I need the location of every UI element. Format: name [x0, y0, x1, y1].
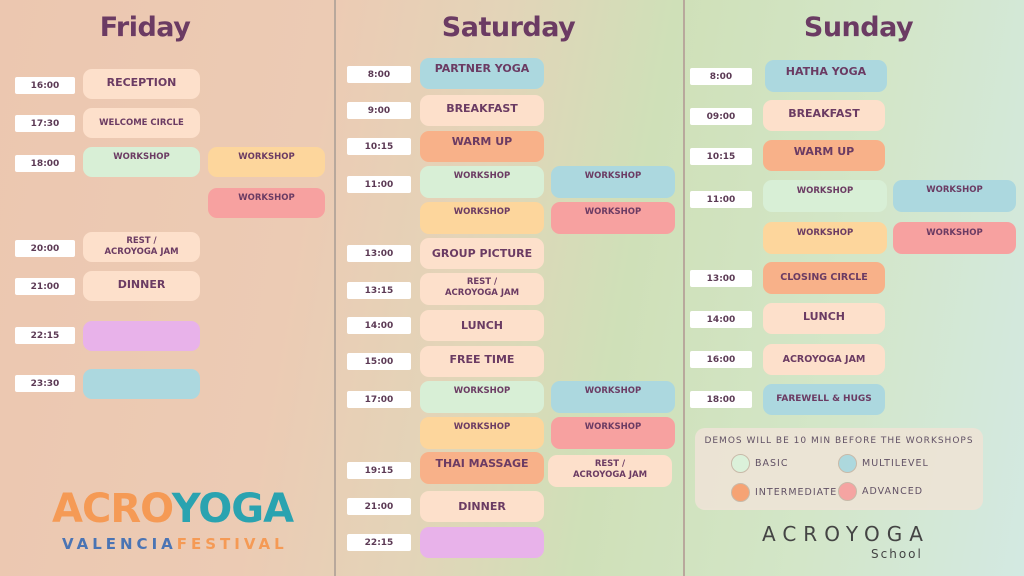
- event-thai-massage: THAI MASSAGE: [420, 452, 544, 484]
- event-workshop-basic: WORKSHOP: [763, 180, 887, 212]
- legend-basic: BASIC: [731, 454, 788, 473]
- event-breakfast: BREAKFAST: [420, 95, 544, 126]
- event-line: ACROYOGA JAM: [572, 470, 648, 480]
- event-workshop-advanced: WORKSHOP: [551, 417, 675, 449]
- time-label: 20:00: [15, 240, 75, 257]
- day-title-friday: Friday: [99, 12, 191, 43]
- event-workshop-advanced: WORKSHOP: [551, 202, 675, 234]
- event-lunch: LUNCH: [763, 303, 885, 334]
- legend-title: DEMOS WILL BE 10 MIN BEFORE THE WORKSHOP…: [704, 436, 974, 446]
- time-label: 13:00: [690, 270, 752, 287]
- time-label: 21:00: [347, 498, 411, 515]
- legend-advanced: ADVANCED: [838, 482, 923, 501]
- time-label: 22:15: [15, 327, 75, 344]
- time-label: 10:15: [690, 148, 752, 165]
- legend-label: MULTILEVEL: [862, 458, 929, 469]
- legend-label: BASIC: [755, 458, 789, 469]
- time-label: 09:00: [690, 108, 752, 125]
- event-free-time: FREE TIME: [420, 346, 544, 377]
- event-workshop-multilevel: WORKSHOP: [893, 180, 1016, 212]
- event-closing-circle: CLOSING CIRCLE: [763, 262, 885, 294]
- event-group-picture: GROUP PICTURE: [420, 238, 544, 269]
- time-label: 11:00: [347, 176, 411, 193]
- legend-label: INTERMEDIATE: [755, 487, 838, 498]
- event-hatha-yoga: HATHA YOGA: [765, 60, 887, 92]
- event-empty: [420, 527, 544, 558]
- event-warm-up: WARM UP: [420, 131, 544, 162]
- event-acroyoga-jam: ACROYOGA JAM: [763, 344, 885, 375]
- divider: [683, 0, 685, 576]
- event-workshop: WORKSHOP: [763, 222, 887, 254]
- time-label: 9:00: [347, 102, 411, 119]
- time-label: 14:00: [347, 317, 411, 334]
- event-line: ACROYOGA JAM: [104, 247, 179, 257]
- event-workshop-basic: WORKSHOP: [83, 147, 200, 177]
- legend-intermediate: INTERMEDIATE: [731, 483, 837, 502]
- event-farewell-hugs: FAREWELL & HUGS: [763, 384, 885, 415]
- time-label: 23:30: [15, 375, 75, 392]
- event-dinner: DINNER: [420, 491, 544, 522]
- day-title-saturday: Saturday: [441, 12, 576, 43]
- time-label: 22:15: [347, 534, 411, 551]
- time-label: 13:00: [347, 245, 411, 262]
- time-label: 8:00: [347, 66, 411, 83]
- time-label: 18:00: [690, 391, 752, 408]
- event-lunch: LUNCH: [420, 310, 544, 341]
- event-line: REST /: [594, 459, 626, 469]
- event-workshop-advanced: WORKSHOP: [893, 222, 1016, 254]
- event-line: REST /: [466, 277, 498, 287]
- event-rest-acroyoga-jam: REST / ACROYOGA JAM: [83, 232, 200, 262]
- event-line: REST /: [126, 236, 157, 246]
- event-rest-acroyoga-jam: REST / ACROYOGA JAM: [548, 455, 672, 487]
- time-label: 17:30: [15, 115, 75, 132]
- basic-dot-icon: [731, 454, 750, 473]
- event-empty: [83, 321, 200, 351]
- time-label: 14:00: [690, 311, 752, 328]
- time-label: 10:15: [347, 138, 411, 155]
- time-label: 16:00: [690, 351, 752, 368]
- event-workshop-basic: WORKSHOP: [420, 166, 544, 198]
- time-label: 19:15: [347, 462, 411, 479]
- day-title-sunday: Sunday: [803, 12, 914, 43]
- time-label: 11:00: [690, 191, 752, 208]
- legend: DEMOS WILL BE 10 MIN BEFORE THE WORKSHOP…: [695, 428, 983, 510]
- event-welcome-circle: WELCOME CIRCLE: [83, 108, 200, 138]
- intermediate-dot-icon: [731, 483, 750, 502]
- event-workshop-multilevel: WORKSHOP: [551, 381, 675, 413]
- legend-multilevel: MULTILEVEL: [838, 454, 929, 473]
- legend-label: ADVANCED: [862, 486, 924, 497]
- event-warm-up: WARM UP: [763, 140, 885, 171]
- event-workshop-basic: WORKSHOP: [420, 381, 544, 413]
- time-label: 8:00: [690, 68, 752, 85]
- time-label: 13:15: [347, 282, 411, 299]
- time-label: 15:00: [347, 353, 411, 370]
- school-logo-text: ACROYOGA: [762, 522, 930, 546]
- time-label: 17:00: [347, 391, 411, 408]
- divider: [334, 0, 336, 576]
- event-workshop: WORKSHOP: [420, 202, 544, 234]
- logo-subtext: VALENCIAFESTIVAL: [62, 535, 288, 553]
- event-workshop-advanced: WORKSHOP: [208, 188, 325, 218]
- event-empty: [83, 369, 200, 399]
- event-partner-yoga: PARTNER YOGA: [420, 58, 544, 89]
- time-label: 16:00: [15, 77, 75, 94]
- event-reception: RECEPTION: [83, 69, 200, 99]
- multilevel-dot-icon: [838, 454, 857, 473]
- time-label: 18:00: [15, 155, 75, 172]
- event-workshop-multilevel: WORKSHOP: [551, 166, 675, 198]
- event-line: ACROYOGA JAM: [444, 288, 520, 298]
- advanced-dot-icon: [838, 482, 857, 501]
- event-breakfast: BREAKFAST: [763, 100, 885, 131]
- school-logo-subtext: School: [871, 547, 923, 561]
- time-label: 21:00: [15, 278, 75, 295]
- event-workshop: WORKSHOP: [420, 417, 544, 449]
- logo-text: ACROYOGA: [52, 486, 294, 532]
- event-rest-acroyoga-jam: REST / ACROYOGA JAM: [420, 273, 544, 305]
- event-workshop: WORKSHOP: [208, 147, 325, 177]
- event-dinner: DINNER: [83, 271, 200, 301]
